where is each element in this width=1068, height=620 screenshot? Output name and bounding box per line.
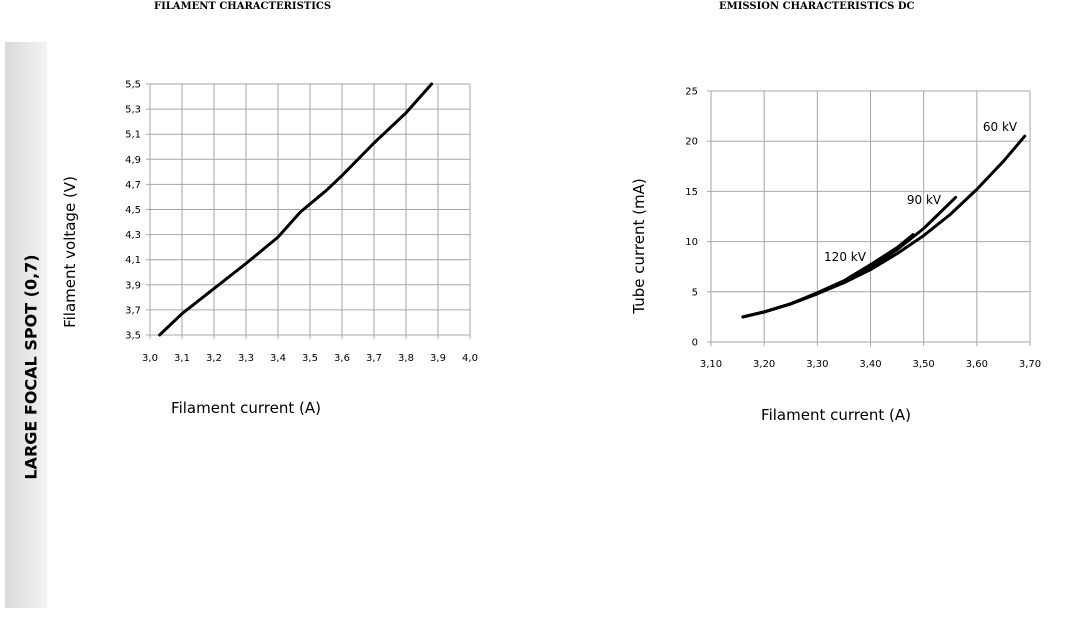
chart1-x-tick-label-1: 3,20 <box>753 359 775 370</box>
chart1-x-axis-label: Filament current (A) <box>761 406 911 424</box>
chart0-x-tick-label-7: 3,7 <box>366 353 382 364</box>
chart0-y-tick-label-3: 4,1 <box>125 255 141 266</box>
chart0-y-tick-label-4: 4,3 <box>125 230 141 241</box>
chart0-y-tick-label-0: 3,5 <box>125 331 141 342</box>
chart1-y-tick-label-0: 0 <box>692 338 698 349</box>
chart1-x-tick-label-2: 3,30 <box>806 359 828 370</box>
chart0-y-axis-label: Filament voltage (V) <box>61 176 79 328</box>
filament-chart-title: FILAMENT CHARACTERISTICS <box>154 1 332 12</box>
chart1-x-tick-label-6: 3,70 <box>1019 359 1041 370</box>
chart0-y-tick-label-8: 5,1 <box>125 130 141 141</box>
chart1-x-tick-label-0: 3,10 <box>700 359 722 370</box>
chart0-x-tick-label-1: 3,1 <box>174 353 190 364</box>
chart1-series-line-0 <box>741 134 1027 319</box>
chart0-y-tick-label-2: 3,9 <box>125 280 141 291</box>
chart0-series-line-0 <box>158 82 434 337</box>
emission-chart-title: EMISSION CHARACTERISTICS DC <box>719 1 915 12</box>
chart1-y-tick-label-2: 10 <box>685 237 698 248</box>
chart1-x-tick-label-5: 3,60 <box>966 359 988 370</box>
chart1-series-label-0: 60 kV <box>983 120 1018 134</box>
chart0-x-tick-label-9: 3,9 <box>430 353 446 364</box>
chart1-x-tick-label-4: 3,50 <box>913 359 935 370</box>
chart0-x-tick-label-6: 3,6 <box>334 353 350 364</box>
chart0-y-tick-label-1: 3,7 <box>125 305 141 316</box>
chart0-x-tick-label-8: 3,8 <box>398 353 414 364</box>
chart0-x-tick-label-5: 3,5 <box>302 353 318 364</box>
chart0-y-tick-label-6: 4,7 <box>125 180 141 191</box>
chart1-y-tick-label-1: 5 <box>692 287 698 298</box>
chart1-y-axis-label: Tube current (mA) <box>630 178 648 314</box>
chart1-series-label-1: 90 kV <box>907 193 942 207</box>
chart1-x-tick-label-3: 3,40 <box>859 359 881 370</box>
chart1-y-tick-label-3: 15 <box>685 187 698 198</box>
chart1-y-tick-label-5: 25 <box>685 87 698 98</box>
side-panel: LARGE FOCAL SPOT (0,7) <box>5 42 47 608</box>
chart1-series-line-2 <box>741 233 915 319</box>
chart1-y-tick-label-4: 20 <box>685 137 698 148</box>
chart0-y-tick-label-7: 4,9 <box>125 155 141 166</box>
chart0-x-axis-label: Filament current (A) <box>171 399 321 417</box>
chart0-x-tick-label-4: 3,4 <box>270 353 286 364</box>
chart0-y-tick-label-10: 5,5 <box>125 80 141 91</box>
chart0-x-tick-label-2: 3,2 <box>206 353 222 364</box>
chart0-x-tick-label-3: 3,3 <box>238 353 254 364</box>
chart0-y-tick-label-5: 4,5 <box>125 205 141 216</box>
chart0-x-tick-label-0: 3,0 <box>142 353 158 364</box>
chart0-y-tick-label-9: 5,3 <box>125 105 141 116</box>
chart0-x-tick-label-10: 4,0 <box>462 353 478 364</box>
chart1-series-label-2: 120 kV <box>824 250 867 264</box>
